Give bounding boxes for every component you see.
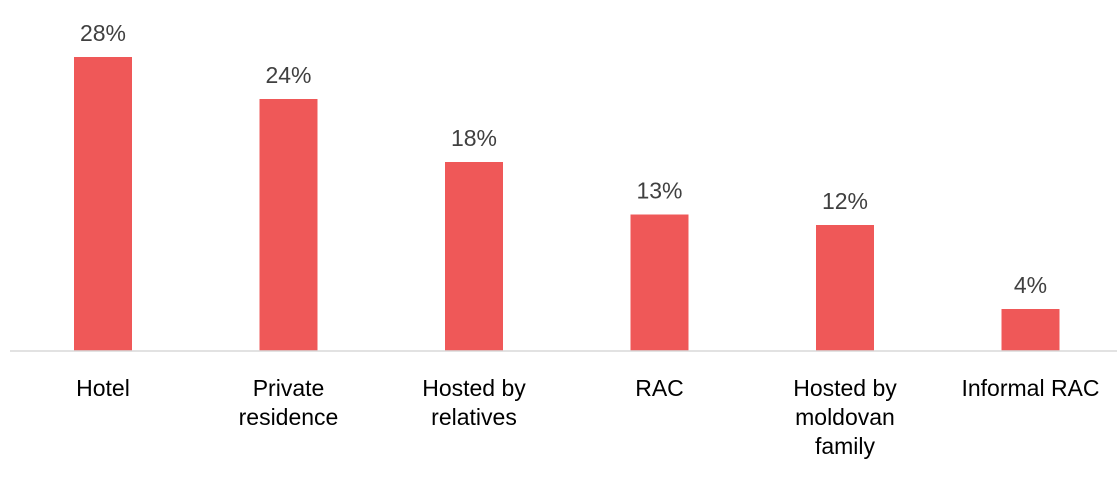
bar-5 — [1001, 309, 1060, 351]
bar-1 — [259, 99, 318, 351]
bar-3 — [630, 214, 689, 351]
value-label-4: 12% — [822, 188, 868, 214]
category-label-4-line-2: family — [815, 433, 876, 459]
category-label-0: Hotel — [76, 375, 130, 401]
bars-group — [74, 57, 1060, 351]
category-label-4-line-1: moldovan — [795, 404, 895, 430]
category-label-1: Private residence — [239, 375, 339, 430]
category-labels-group: Hotel Private residence Hosted by relatives R… — [76, 375, 1099, 459]
bar-0 — [74, 57, 132, 351]
value-label-1: 24% — [265, 62, 311, 88]
value-label-0: 28% — [80, 20, 126, 46]
value-label-3: 13% — [636, 178, 682, 204]
bar-4 — [816, 225, 874, 351]
category-label-5-line-0: Informal RAC — [961, 375, 1099, 401]
category-label-4-line-0: Hosted by — [793, 375, 897, 401]
category-label-5: Informal RAC — [961, 375, 1099, 401]
category-label-2-line-1: relatives — [431, 404, 517, 430]
category-label-0-line-0: Hotel — [76, 375, 130, 401]
bar-2 — [445, 162, 503, 351]
category-label-1-line-1: residence — [239, 404, 339, 430]
category-label-2: Hosted by relatives — [422, 375, 526, 430]
category-label-4: Hosted by moldovan family — [793, 375, 897, 459]
value-label-2: 18% — [451, 125, 497, 151]
category-label-2-line-0: Hosted by — [422, 375, 526, 401]
value-label-5: 4% — [1014, 272, 1047, 298]
value-labels-group: 28% 24% 18% 13% 12% 4% — [80, 20, 1047, 298]
category-label-1-line-0: Private — [253, 375, 325, 401]
category-label-3: RAC — [635, 375, 684, 401]
category-label-3-line-0: RAC — [635, 375, 684, 401]
